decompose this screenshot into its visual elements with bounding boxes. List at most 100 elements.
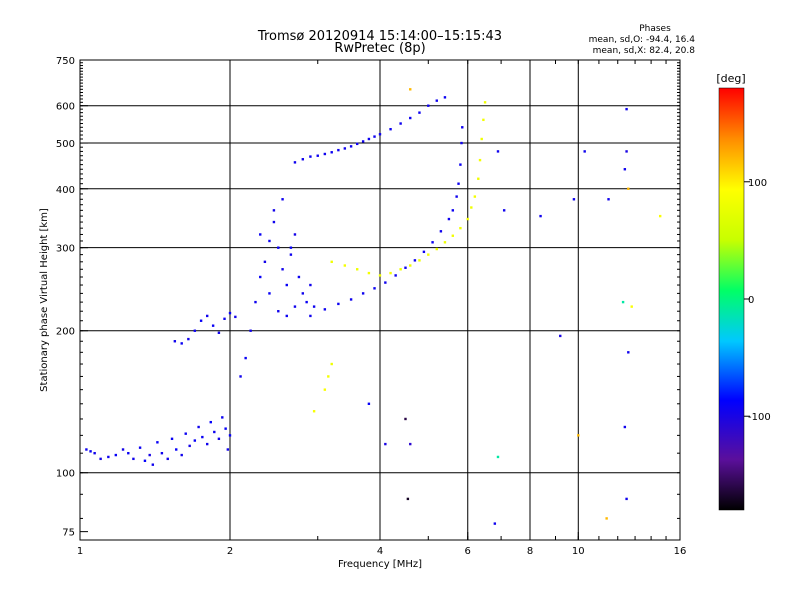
echo-point — [439, 230, 443, 233]
echo-point — [389, 127, 392, 131]
echo-point — [470, 206, 473, 209]
echo-point — [361, 140, 365, 143]
echo-point — [166, 457, 169, 461]
colorbar-label: [deg] — [716, 72, 745, 85]
echo-point — [337, 148, 340, 152]
echo-point — [121, 448, 125, 451]
echo-point — [443, 241, 447, 244]
echo-point — [378, 274, 382, 277]
echo-point — [361, 292, 365, 295]
echo-point — [205, 442, 209, 446]
echo-point — [249, 329, 252, 332]
x-tick-label: 8 — [527, 546, 533, 557]
echo-point — [205, 314, 209, 318]
echo-point — [627, 187, 630, 190]
echo-point — [373, 135, 376, 138]
echo-point — [583, 150, 586, 153]
echo-point — [443, 96, 447, 99]
echo-point — [221, 416, 224, 419]
y-tick-label: 100 — [56, 469, 75, 480]
echo-point — [293, 233, 297, 236]
echo-point — [199, 319, 203, 322]
echo-point — [156, 441, 159, 444]
echo-point — [457, 182, 460, 185]
echo-point — [409, 264, 412, 267]
echo-point — [268, 292, 271, 295]
echo-point — [493, 522, 497, 525]
echo-point — [211, 324, 215, 327]
echo-point — [482, 118, 485, 122]
echo-point — [293, 305, 297, 308]
echo-point — [384, 281, 387, 284]
echo-point — [160, 451, 164, 455]
echo-point — [93, 451, 96, 455]
echo-point — [263, 260, 267, 264]
echo-point — [226, 448, 230, 451]
echo-point — [330, 362, 333, 366]
echo-point — [367, 137, 371, 141]
x-axis-label: Frequency [MHz] — [338, 559, 422, 570]
echo-point — [435, 247, 438, 251]
echo-point — [217, 437, 221, 441]
echo-point — [480, 137, 483, 141]
echo-point — [323, 152, 327, 156]
echo-point — [228, 311, 232, 315]
echo-point — [312, 410, 316, 413]
echo-point — [197, 425, 200, 429]
echo-point — [170, 437, 174, 441]
echo-point — [605, 517, 608, 520]
echo-point — [330, 260, 333, 264]
echo-point — [406, 497, 410, 501]
echo-point — [234, 315, 237, 319]
echo-point — [330, 151, 333, 154]
y-tick-label: 500 — [56, 139, 75, 150]
echo-point — [99, 457, 102, 461]
echo-point — [316, 154, 319, 157]
echo-point — [285, 283, 288, 287]
echo-point — [209, 420, 212, 424]
echo-point — [658, 214, 662, 218]
echo-point — [355, 142, 359, 146]
echo-point — [180, 342, 183, 345]
stats-title: Phases — [639, 24, 671, 34]
y-tick-label: 200 — [56, 327, 75, 338]
echo-point — [466, 217, 469, 221]
echo-point — [451, 209, 455, 212]
echo-point — [259, 275, 262, 279]
echo-point — [337, 302, 340, 306]
echo-point — [502, 209, 506, 212]
echo-point — [630, 305, 633, 308]
echo-point — [389, 271, 392, 275]
echo-point — [107, 455, 110, 459]
x-tick-label: 4 — [377, 546, 383, 557]
echo-point — [418, 111, 421, 114]
y-tick-label: 400 — [56, 185, 75, 196]
echo-point — [349, 145, 353, 148]
echo-point — [427, 104, 430, 107]
echo-point — [289, 253, 293, 256]
echo-point — [623, 425, 627, 429]
echo-point — [223, 317, 226, 320]
x-tick-label: 1 — [77, 546, 83, 557]
echo-point — [394, 274, 397, 277]
echo-point — [623, 168, 627, 171]
echo-point — [173, 340, 177, 343]
echo-point — [496, 150, 500, 153]
echo-point — [625, 150, 628, 153]
echo-point — [577, 434, 580, 437]
echo-point — [431, 241, 434, 244]
echo-point — [293, 161, 297, 164]
echo-point — [539, 214, 542, 218]
echo-point — [228, 434, 232, 437]
echo-point — [409, 442, 412, 446]
echo-point — [327, 375, 330, 378]
echo-point — [309, 155, 312, 158]
echo-point — [281, 268, 284, 271]
chart-subtitle: RwPretec (8p) — [334, 41, 425, 56]
echo-point — [349, 298, 353, 301]
echo-point — [268, 239, 271, 243]
echo-point — [418, 259, 421, 262]
echo-point — [297, 275, 301, 279]
echo-point — [323, 308, 327, 311]
stats-line-x: mean, sd,X: 82.4, 20.8 — [593, 46, 696, 56]
